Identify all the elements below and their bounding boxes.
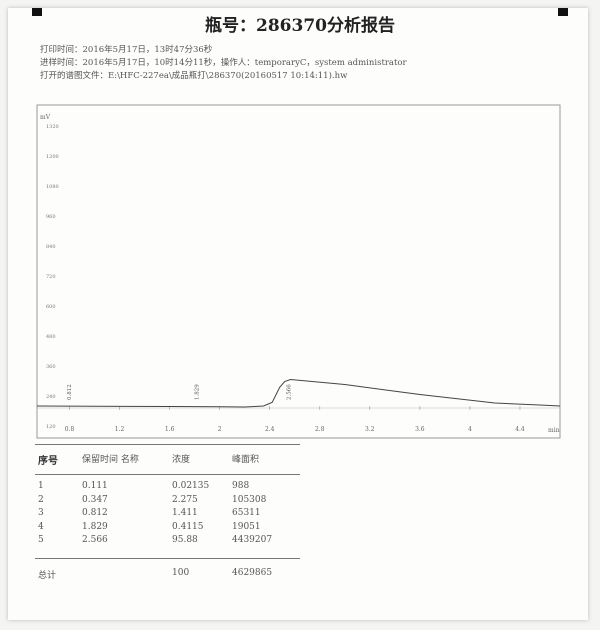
chromatogram-file: 打开的谱图文件：E:\HFC-227ea\成品瓶打\286370(2016051… bbox=[40, 71, 348, 81]
peak-label: 2.566 bbox=[286, 384, 292, 400]
table-cell: 65311 bbox=[232, 508, 261, 518]
x-tick-label: 1.6 bbox=[165, 426, 175, 433]
x-tick-label: 2.4 bbox=[265, 426, 275, 433]
table-cell: 95.88 bbox=[172, 535, 198, 545]
x-tick-label: 2.8 bbox=[315, 426, 325, 433]
y-tick-label: 840 bbox=[46, 244, 56, 250]
paper-sheet bbox=[8, 8, 588, 620]
y-tick-label: 360 bbox=[46, 364, 56, 370]
table-header: 序号 bbox=[38, 456, 58, 467]
table-header: 保留时间 名称 bbox=[82, 455, 139, 465]
peak-label: 0.812 bbox=[67, 384, 73, 400]
x-tick-label: 0.8 bbox=[65, 426, 75, 433]
y-tick-label: 1080 bbox=[46, 184, 59, 190]
table-cell: 19051 bbox=[232, 521, 261, 532]
table-cell: 1 bbox=[38, 481, 44, 491]
y-tick-label: 960 bbox=[46, 214, 56, 220]
table-cell: 0.111 bbox=[82, 481, 108, 491]
y-tick-label: 600 bbox=[46, 304, 56, 310]
table-cell: 0.4115 bbox=[172, 521, 204, 532]
table-cell: 988 bbox=[232, 481, 250, 491]
y-tick-label: 240 bbox=[46, 394, 56, 400]
x-tick-label: 4 bbox=[468, 426, 472, 433]
table-cell: 4439207 bbox=[232, 535, 273, 545]
table-total-cell: 4629865 bbox=[232, 568, 273, 578]
table-cell: 105308 bbox=[232, 494, 267, 505]
x-tick-label: 2 bbox=[218, 426, 222, 433]
y-tick-label: 1200 bbox=[46, 154, 59, 160]
print-time: 打印时间：2016年5月17日，13时47分36秒 bbox=[40, 45, 213, 55]
table-total-cell: 总计 bbox=[38, 571, 57, 581]
table-cell: 4 bbox=[38, 521, 44, 532]
table-cell: 0.812 bbox=[82, 508, 108, 518]
injection-time: 进样时间：2016年5月17日，10时14分11秒，操作人：temporaryC… bbox=[40, 58, 407, 68]
peak-label: 1.829 bbox=[194, 384, 200, 400]
table-cell: 0.02135 bbox=[172, 481, 210, 491]
binder-clip-left bbox=[32, 8, 42, 16]
chromatogram-trace bbox=[36, 378, 561, 408]
table-cell: 0.347 bbox=[82, 494, 108, 505]
x-tick-label: 1.2 bbox=[115, 426, 125, 433]
y-axis-unit: mV bbox=[40, 114, 51, 121]
table-cell: 2 bbox=[38, 494, 44, 505]
table-total-cell: 100 bbox=[172, 568, 190, 578]
chart-frame bbox=[36, 104, 561, 439]
table-header-rule bbox=[35, 474, 300, 475]
y-tick-label: 120 bbox=[46, 424, 56, 430]
report-title: 瓶号：286370分析报告 bbox=[205, 16, 395, 36]
table-top-rule bbox=[35, 444, 300, 445]
table-cell: 3 bbox=[38, 508, 44, 518]
binder-clip-right bbox=[558, 8, 568, 16]
y-tick-label: 720 bbox=[46, 274, 56, 280]
table-cell: 5 bbox=[38, 535, 44, 545]
table-cell: 2.275 bbox=[172, 494, 198, 505]
x-axis-unit: min bbox=[548, 427, 560, 434]
y-tick-label: 1320 bbox=[46, 124, 59, 130]
y-tick-label: 480 bbox=[46, 334, 56, 340]
x-tick-label: 3.6 bbox=[415, 426, 425, 433]
x-tick-label: 3.2 bbox=[365, 426, 375, 433]
table-header: 浓度 bbox=[172, 455, 191, 465]
table-cell: 1.829 bbox=[82, 521, 108, 532]
x-tick-label: 4.4 bbox=[515, 426, 525, 433]
table-header: 峰面积 bbox=[232, 455, 260, 465]
table-cell: 2.566 bbox=[82, 535, 108, 545]
table-bottom-rule bbox=[35, 558, 300, 559]
table-cell: 1.411 bbox=[172, 508, 198, 518]
